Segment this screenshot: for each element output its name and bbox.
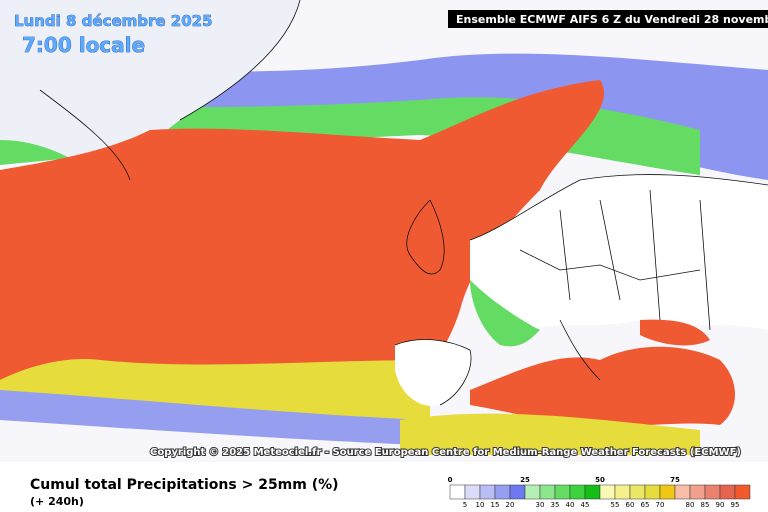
land	[0, 0, 300, 172]
land	[470, 174, 768, 330]
legend-top-label: 75	[670, 476, 680, 484]
land	[395, 339, 471, 406]
legend-bottom-label: 95	[731, 501, 740, 509]
legend-bottom-label: 35	[551, 501, 560, 509]
legend-bottom-label: 80	[686, 501, 695, 509]
legend-swatch	[539, 484, 556, 500]
legend-top-label: 25	[520, 476, 530, 484]
footer-subtitle: (+ 240h)	[30, 495, 84, 508]
legend-swatch	[674, 484, 691, 500]
precip-zone	[640, 319, 710, 346]
precip-zone	[470, 280, 540, 347]
footer-title: Cumul total Precipitations > 25mm (%)	[30, 477, 339, 493]
run-box	[448, 10, 768, 28]
legend: 0 25 50 75 5 10 15 20 30 35 40 45 55 60 65 70 80 85 90 95	[448, 476, 751, 509]
legend-swatch	[509, 484, 526, 500]
legend-swatch	[689, 484, 706, 500]
coastline	[39, 0, 768, 406]
precip-zone	[470, 346, 735, 427]
legend-swatch	[614, 484, 631, 500]
legend-bottom-label: 55	[611, 501, 620, 509]
legend-swatch	[644, 484, 661, 500]
legend-bottom-label: 60	[626, 501, 635, 509]
legend-swatch	[449, 484, 466, 500]
legend-swatch	[464, 484, 481, 500]
legend-bottom-label: 40	[566, 501, 575, 509]
time-label: 7:00 locale	[22, 33, 145, 57]
legend-bottom-label: 10	[476, 501, 485, 509]
legend-top-label: 50	[595, 476, 605, 484]
precip-zone	[0, 80, 605, 380]
legend-bottom-label: 15	[491, 501, 500, 509]
legend-swatch	[554, 484, 571, 500]
legend-bottom-label: 65	[641, 501, 650, 509]
legend-swatch	[719, 484, 736, 500]
legend-bottom-label: 20	[506, 501, 515, 509]
legend-top-label: 0	[448, 476, 453, 484]
precip-zone	[400, 413, 700, 455]
legend-bottom-label: 45	[581, 501, 590, 509]
legend-swatch	[524, 484, 541, 500]
legend-swatch	[599, 484, 616, 500]
legend-bottom-label: 30	[536, 501, 545, 509]
legend-swatch	[704, 484, 721, 500]
legend-swatch	[659, 484, 676, 500]
legend-swatch	[584, 484, 601, 500]
legend-bottom-label: 85	[701, 501, 710, 509]
copyright: Copyright © 2025 Meteociel.fr - Source E…	[150, 447, 741, 458]
legend-swatch	[629, 484, 646, 500]
date-label: Lundi 8 décembre 2025	[14, 12, 213, 30]
legend-bottom-label: 5	[463, 501, 467, 509]
legend-swatch	[569, 484, 586, 500]
legend-bottom-label: 90	[716, 501, 725, 509]
legend-swatch	[479, 484, 496, 500]
run-label: Ensemble ECMWF AIFS 6 Z du Vendredi 28 n…	[456, 13, 768, 26]
legend-swatch	[734, 484, 751, 500]
legend-bottom-label: 70	[656, 501, 665, 509]
legend-swatch	[494, 484, 511, 500]
